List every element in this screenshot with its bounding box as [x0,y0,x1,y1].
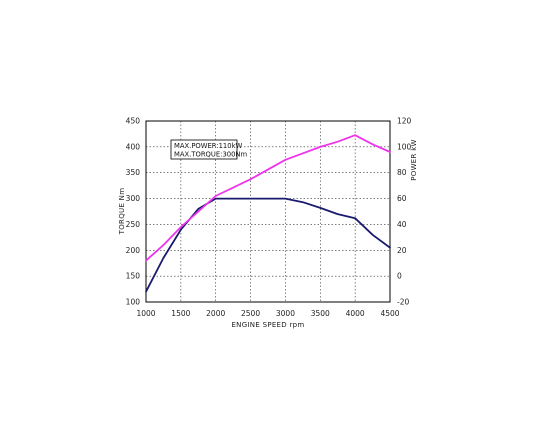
y-left-tick-label: 250 [126,220,141,229]
y-left-tick-label: 200 [126,246,141,255]
y-left-tick-label: 350 [126,168,141,177]
torque-curve-line [145,197,391,293]
y-right-tick-label: 20 [397,246,407,255]
y-right-tick-label: 120 [397,117,412,126]
grid-lines [146,121,390,302]
x-tick-label: 2000 [206,309,225,318]
y-right-tick-label: 80 [397,168,407,177]
y-left-tick-label: 450 [126,117,141,126]
y-right-tick-label: -20 [397,298,409,307]
x-tick-label: 4500 [380,309,399,318]
x-tick-label: 1500 [171,309,190,318]
y-left-tick-label: 400 [126,142,141,151]
y-left-tick-label: 100 [126,298,141,307]
x-tick-label: 4000 [346,309,365,318]
tick-labels: 1000 1500 2000 2500 3000 3500 4000 450010015020… [126,117,412,319]
x-tick-label: 1000 [136,309,155,318]
y-left-tick-label: 300 [126,194,141,203]
x-tick-label: 3500 [311,309,330,318]
x-tick-label: 2500 [241,309,260,318]
y-right-tick-label: 0 [397,272,402,281]
y-right-tick-label: 100 [397,142,412,151]
series-group [145,134,391,293]
annotation-box: MAX.POWER:110kW MAX.TORQUE:300Nm [170,139,248,160]
y-left-tick-label: 150 [126,272,141,281]
y-axis-left-label: TORQUE Nm [118,188,126,236]
annotation-max-torque: MAX.TORQUE:300Nm [174,151,248,159]
x-axis-label: ENGINE SPEED rpm [231,321,304,329]
annotation-max-power: MAX.POWER:110kW [174,142,243,150]
y-right-tick-label: 60 [397,194,407,203]
y-right-tick-label: 40 [397,220,407,229]
x-tick-label: 3000 [276,309,295,318]
y-axis-right-label: POWER kW [410,139,418,181]
plot-frame [145,120,391,303]
power-curve-line [145,134,391,262]
